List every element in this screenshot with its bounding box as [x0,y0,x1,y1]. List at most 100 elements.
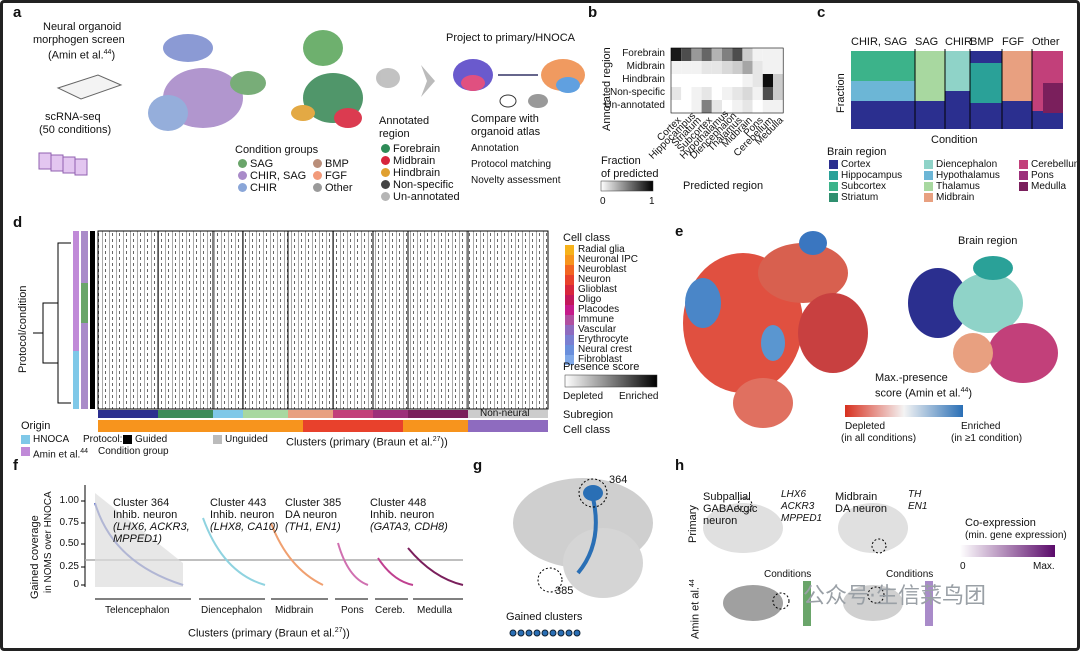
group-label: CHIR [945,36,972,48]
tick-label: 0.50 [59,538,79,549]
legend-item: Fibroblast [578,354,622,365]
legend-item: Cortex [841,159,871,170]
swatch [313,171,322,180]
heat-cell [671,48,682,61]
annotation: Cluster 443 [210,497,267,509]
swatch [565,335,574,345]
axis-label: Gained coverage [29,515,41,599]
group-label: Other [1032,36,1060,48]
text: (50 conditions) [39,124,112,136]
text: Guided [135,434,168,445]
region-label: Telencephalon [105,605,170,616]
text: TH [908,489,922,500]
group-label: SAG [915,36,939,48]
swatch [829,171,838,180]
heat-cell [701,74,712,87]
text: of predicted [601,168,659,180]
heat-cell [742,100,753,113]
umap-g [509,478,653,637]
ref: 27 [334,627,343,634]
axis-label: Protocol/condition [17,285,29,373]
heat-cell [773,61,784,74]
group-label: CHIR, SAG [851,36,908,48]
legend-title: Annotated [379,115,430,127]
text: ) [111,49,116,62]
panel-label: f [13,457,18,474]
arrow [421,65,435,97]
text: Enriched [619,391,659,402]
heat-cell [681,87,692,100]
project-umaps [453,59,585,108]
swatch [565,295,574,305]
annotation: (LHX8, CA10) [210,521,279,533]
text: Subpallial [703,491,751,503]
swatch [565,245,574,255]
region-label: Medulla [417,605,453,616]
swatch [381,192,390,201]
group-label: BMP [970,36,994,48]
text: ACKR3 [781,501,815,512]
annotation: Cluster 385 [285,497,342,509]
region-label: Cereb. [375,605,406,616]
legend-item: Neuroblast [578,264,627,275]
legend-item: Non-specific [393,179,454,191]
legend-item: Thalamus [936,181,980,192]
swatch [238,183,247,192]
legend-item: Diencephalon [936,159,998,170]
swatch [381,144,390,153]
graphics [33,30,1063,637]
text: Midbrain [835,491,878,503]
row-label: Amin et al.44 [689,579,702,639]
tick-label: 0 [73,579,79,590]
text: Fraction [601,155,641,167]
tick-label: 0.25 [59,561,79,572]
legend-title: region [379,128,410,140]
text: Unguided [225,434,268,445]
panel-label: h [675,457,685,474]
swatch [829,160,838,169]
heat-cell [762,87,773,100]
swatch [565,315,574,325]
legend-item: Oligo [578,294,602,305]
heat-cell [732,48,743,61]
swatch [565,285,574,295]
swatch [565,275,574,285]
heat-cell [732,100,743,113]
text: neuron [703,515,738,527]
heat-cell [681,100,692,113]
text: Co-expression [965,517,1036,529]
heat-cell [711,87,722,100]
plot-f [81,485,464,600]
heat-cell [773,87,784,100]
legend-item: HNOCA [33,434,70,445]
heat-cell [711,61,722,74]
axis-label: Clusters (primary (Braun et al.27)) [188,627,350,640]
legend-item: Striatum [841,192,879,203]
text: organoid atlas [471,126,541,138]
heat-cell [752,100,763,113]
swatch [381,168,390,177]
stacked-bars-c [851,49,1063,129]
bullet: Novelty assessment [471,175,561,186]
ref: 44 [960,387,969,394]
legend-item: Radial glia [578,244,625,255]
axis-label: Annotated region [601,47,613,131]
text: Conditions [886,569,934,580]
row-label: Forebrain [622,48,665,59]
axis-label: Condition [931,134,978,146]
swatch [313,183,322,192]
heat-cell [752,61,763,74]
swatch [565,265,574,275]
text: DA neuron [835,503,887,515]
colorbar [600,180,654,192]
heat-cell [691,87,702,100]
axis-label: Predicted region [683,180,764,192]
legend-item: Hypothalamus [936,170,1000,181]
bullet: Annotation [471,143,519,154]
panel-label: g [473,457,483,474]
swatch [313,159,322,168]
heat-cell [722,61,733,74]
region-label: Midbrain [275,605,314,616]
swatch [381,156,390,165]
